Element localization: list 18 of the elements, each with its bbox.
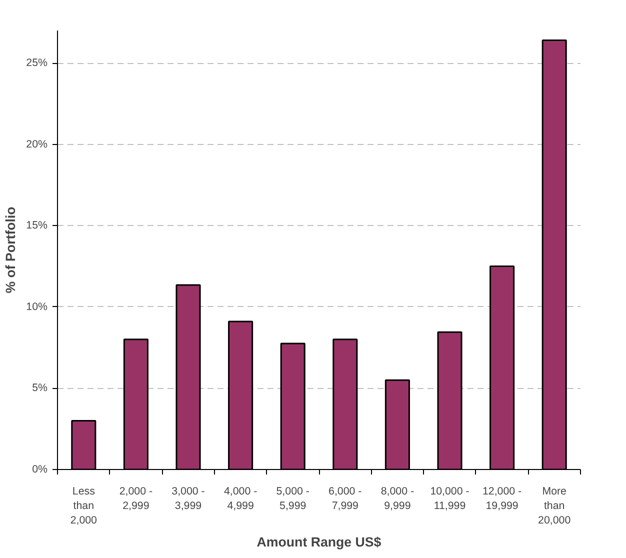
x-tick-label: 5,000 - 5,999 [276, 486, 310, 512]
x-tick-label: 4,000 - 4,999 [224, 486, 258, 512]
x-tick-label: 3,000 - 3,999 [172, 486, 206, 512]
x-tick-label: 12,000 - 19,999 [482, 486, 522, 512]
x-tick-label: Less than 2,000 [70, 486, 98, 526]
y-tick-label: 25% [26, 57, 48, 70]
x-axis-title: Amount Range US$ [256, 534, 382, 550]
x-tick-label: 10,000 - 11,999 [430, 486, 470, 512]
y-tick-label: 15% [26, 220, 48, 232]
y-axis-title: % of Portfolio [3, 206, 18, 294]
x-tick-label: 6,000 - 7,999 [328, 486, 362, 512]
y-tick-label: 5% [32, 382, 48, 394]
y-tick-label: 10% [26, 300, 48, 313]
x-tick-label: 8,000 - 9,999 [380, 486, 414, 512]
x-tick-label: More than 20,000 [538, 486, 571, 526]
x-tick-label: 2,000 - 2,999 [119, 486, 153, 512]
y-tick-label: 0% [32, 464, 48, 476]
y-tick-label: 20% [26, 138, 48, 150]
